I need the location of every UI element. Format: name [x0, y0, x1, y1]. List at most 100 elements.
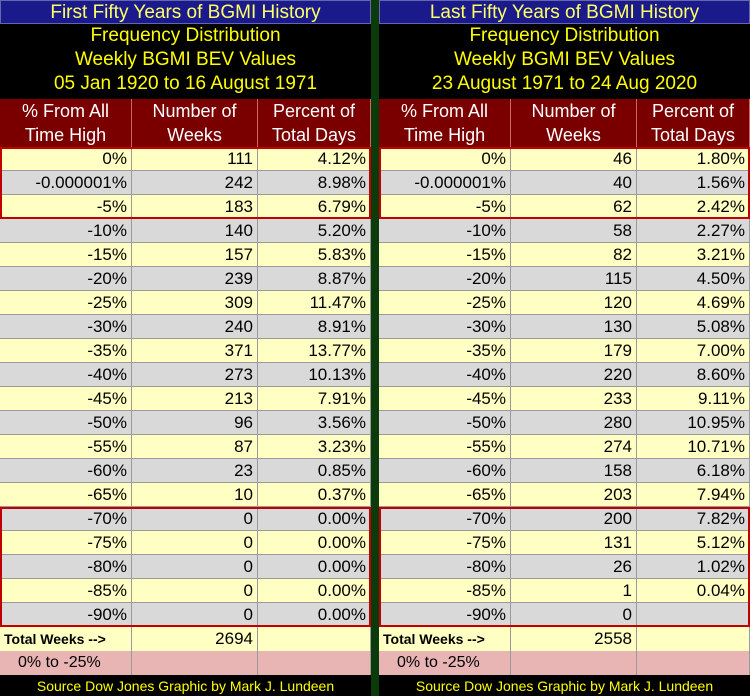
pct-from-ath-cell: -55%: [379, 435, 511, 458]
weeks-count-cell: 220: [511, 363, 637, 386]
weeks-count-cell: 239: [132, 267, 258, 290]
total-weeks-value: 2558: [511, 627, 637, 651]
weeks-count-cell: 131: [511, 531, 637, 554]
pct-from-ath-cell: -20%: [0, 267, 132, 290]
pct-from-ath-cell: -75%: [379, 531, 511, 554]
percent-total-cell: [637, 603, 750, 626]
table-row: -5% 183 6.79%: [0, 195, 371, 219]
pct-from-ath-cell: -10%: [0, 219, 132, 242]
pct-from-ath-cell: -70%: [0, 507, 132, 530]
total-weeks-label: Total Weeks -->: [379, 627, 511, 651]
left-date-range: 05 Jan 1920 to 16 August 1971: [53, 73, 318, 94]
table-row: -40% 220 8.60%: [379, 363, 750, 387]
pct-from-ath-cell: -5%: [0, 195, 132, 218]
table-row: -55% 87 3.23%: [0, 435, 371, 459]
weeks-count-cell: 240: [132, 315, 258, 338]
table-row: -65% 203 7.94%: [379, 483, 750, 507]
percent-total-cell: 0.00%: [258, 603, 371, 626]
table-row: -45% 233 9.11%: [379, 387, 750, 411]
pct-from-ath-cell: -45%: [379, 387, 511, 410]
right-subtitle-2: Weekly BGMI BEV Values: [453, 49, 676, 70]
percent-total-cell: 7.82%: [637, 507, 750, 530]
percent-total-cell: 1.02%: [637, 555, 750, 578]
weeks-count-cell: 183: [132, 195, 258, 218]
weeks-count-cell: 115: [511, 267, 637, 290]
header-pct-from-ath: % From All Time High: [0, 99, 132, 147]
weeks-count-cell: 0: [132, 555, 258, 578]
weeks-count-cell: 233: [511, 387, 637, 410]
weeks-count-cell: 157: [132, 243, 258, 266]
left-subtitle-1: Frequency Distribution: [90, 25, 281, 46]
pct-from-ath-cell: -30%: [379, 315, 511, 338]
weeks-count-cell: 273: [132, 363, 258, 386]
table-row: -50% 280 10.95%: [379, 411, 750, 435]
table-row: -0.000001% 242 8.98%: [0, 171, 371, 195]
weeks-count-cell: 130: [511, 315, 637, 338]
total-empty-cell: [637, 627, 750, 651]
left-source-credit: Source Dow Jones Graphic by Mark J. Lund…: [36, 678, 335, 694]
right-table-title: Last Fifty Years of BGMI History: [379, 0, 750, 24]
percent-total-cell: 0.85%: [258, 459, 371, 482]
percent-total-cell: 2.42%: [637, 195, 750, 218]
pct-from-ath-cell: 0%: [0, 147, 132, 170]
left-header-row: % From All Time High Number of Weeks Per…: [0, 99, 371, 147]
table-row: -40% 273 10.13%: [0, 363, 371, 387]
pct-from-ath-cell: -25%: [379, 291, 511, 314]
pct-from-ath-cell: -30%: [0, 315, 132, 338]
table-row: 0% 111 4.12%: [0, 147, 371, 171]
pct-from-ath-cell: -70%: [379, 507, 511, 530]
right-total-row: Total Weeks --> 2558: [379, 627, 750, 651]
weeks-count-cell: 0: [132, 579, 258, 602]
weeks-count-cell: 96: [132, 411, 258, 434]
weeks-count-cell: 111: [132, 147, 258, 170]
percent-total-cell: 5.20%: [258, 219, 371, 242]
percent-total-cell: 10.71%: [637, 435, 750, 458]
table-row: -5% 62 2.42%: [379, 195, 750, 219]
table-row: -50% 96 3.56%: [0, 411, 371, 435]
pct-from-ath-cell: -90%: [0, 603, 132, 626]
pct-from-ath-cell: -15%: [379, 243, 511, 266]
weeks-count-cell: 140: [132, 219, 258, 242]
pct-from-ath-cell: -75%: [0, 531, 132, 554]
weeks-count-cell: 62: [511, 195, 637, 218]
left-table-title: First Fifty Years of BGMI History: [0, 0, 371, 24]
table-row: -10% 58 2.27%: [379, 219, 750, 243]
header-percent-total-days: Percent of Total Days: [637, 99, 750, 147]
percent-total-cell: 4.50%: [637, 267, 750, 290]
pct-from-ath-cell: -40%: [379, 363, 511, 386]
table-row: -10% 140 5.20%: [0, 219, 371, 243]
weeks-count-cell: 58: [511, 219, 637, 242]
header-number-of-weeks: Number of Weeks: [511, 99, 637, 147]
table-row: -60% 23 0.85%: [0, 459, 371, 483]
pct-from-ath-cell: -50%: [379, 411, 511, 434]
pct-from-ath-cell: -40%: [0, 363, 132, 386]
header-pct-from-ath: % From All Time High: [379, 99, 511, 147]
range-label: 0% to -25%: [0, 651, 132, 675]
left-total-row: Total Weeks --> 2694: [0, 627, 371, 651]
pct-from-ath-cell: -10%: [379, 219, 511, 242]
pct-from-ath-cell: -60%: [379, 459, 511, 482]
weeks-count-cell: 0: [132, 507, 258, 530]
table-row: -25% 120 4.69%: [379, 291, 750, 315]
percent-total-cell: 0.00%: [258, 507, 371, 530]
pct-from-ath-cell: 0%: [379, 147, 511, 170]
percent-total-cell: 1.56%: [637, 171, 750, 194]
pct-from-ath-cell: -0.000001%: [0, 171, 132, 194]
range-empty-cell: [132, 651, 258, 675]
pct-from-ath-cell: -25%: [0, 291, 132, 314]
pct-from-ath-cell: -5%: [379, 195, 511, 218]
table-row: -75% 0 0.00%: [0, 531, 371, 555]
weeks-count-cell: 40: [511, 171, 637, 194]
left-range-row: 0% to -25%: [0, 651, 371, 675]
range-empty-cell: [258, 651, 371, 675]
table-row: -15% 157 5.83%: [0, 243, 371, 267]
pct-from-ath-cell: -85%: [379, 579, 511, 602]
table-row: -65% 10 0.37%: [0, 483, 371, 507]
weeks-count-cell: 309: [132, 291, 258, 314]
percent-total-cell: 8.91%: [258, 315, 371, 338]
right-range-row: 0% to -25%: [379, 651, 750, 675]
right-table-body: 0% 46 1.80% -0.000001% 40 1.56% -5% 62 2.42% -10%…: [379, 147, 750, 627]
weeks-count-cell: 242: [132, 171, 258, 194]
pct-from-ath-cell: -80%: [379, 555, 511, 578]
percent-total-cell: 7.94%: [637, 483, 750, 506]
